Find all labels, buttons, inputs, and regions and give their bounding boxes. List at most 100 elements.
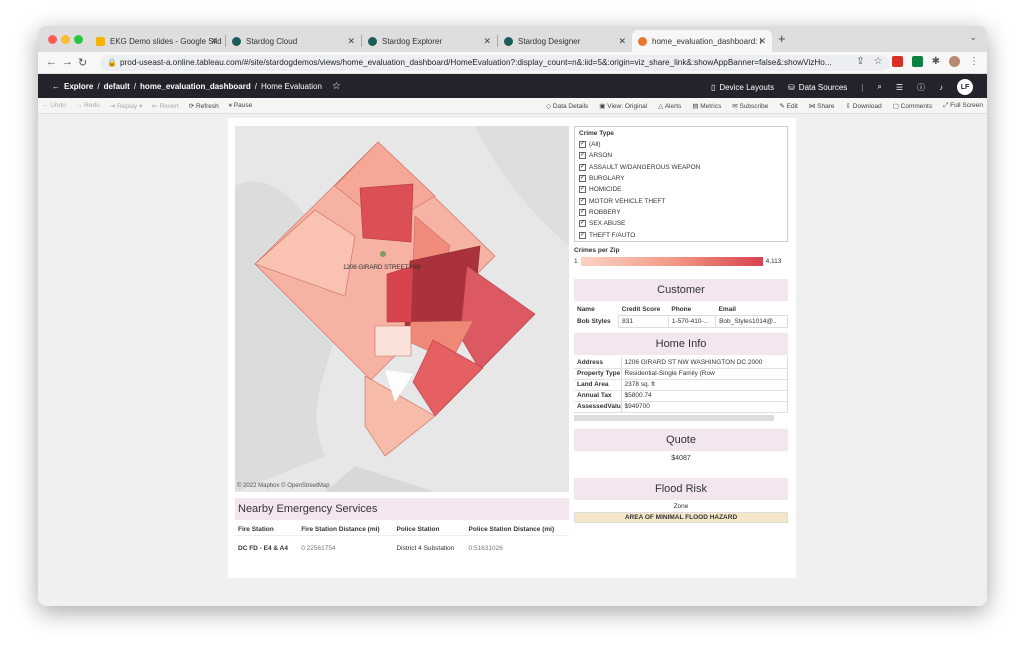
data-details-button[interactable]: ◇ Data Details	[546, 103, 589, 110]
replay-button[interactable]: ⇥ Replay ▾	[109, 103, 143, 110]
table-row: Property Type Residential-Single Family (…	[574, 368, 788, 380]
filter-option[interactable]: ✓ ASSAULT W/DANGEROUS WEAPON	[579, 163, 701, 171]
map-svg	[235, 126, 569, 492]
checkbox-icon[interactable]: ✓	[579, 186, 586, 194]
metrics-button[interactable]: ▤ Metrics	[692, 103, 722, 110]
maximize-window-button[interactable]	[74, 35, 83, 44]
filter-option[interactable]: ✓ HOMICIDE	[579, 186, 622, 194]
checkbox-icon[interactable]: ✓	[579, 175, 586, 183]
checkbox-icon[interactable]: ✓	[579, 220, 586, 228]
tab-stardog-explorer[interactable]: Stardog Explorer ✕	[362, 30, 497, 52]
table-row: DC FD - E4 & A4 0.22561754 District 4 Su…	[238, 545, 503, 552]
table-row: Address 1206 GIRARD ST NW WASHINGTON DC 2…	[574, 357, 788, 369]
extension-icon[interactable]	[891, 56, 903, 67]
nearby-services-panel: Nearby Emergency Services Fire Station F…	[235, 498, 569, 561]
right-panel: Crime Type ✓ (All) ✓ ARSON ✓ ASSAULT W/DANG…	[574, 126, 788, 523]
close-tab-icon[interactable]: ✕	[483, 35, 491, 46]
help-icon[interactable]: ⓘ	[917, 82, 925, 92]
filter-option[interactable]: ✓ THEFT F/AUTO	[579, 231, 636, 239]
breadcrumb-explore[interactable]: Explore	[64, 82, 94, 91]
revert-button[interactable]: ⇤ Revert	[152, 103, 179, 110]
bookmark-star-icon[interactable]: ☆	[873, 56, 883, 67]
view-original-button[interactable]: ▣ View: Original	[599, 103, 648, 110]
refresh-button[interactable]: ⟳ Refresh	[188, 103, 219, 110]
edit-button[interactable]: ✎ Edit	[779, 103, 798, 110]
notes-icon[interactable]: ☰	[895, 82, 903, 92]
alerts-button[interactable]: △ Alerts	[658, 103, 682, 110]
data-sources-button[interactable]: ⛁ Data Sources	[788, 82, 848, 92]
favorite-star-icon[interactable]: ☆	[331, 81, 341, 92]
breadcrumb: ← Explore / default / home_evaluation_dash…	[52, 81, 341, 92]
subscribe-button[interactable]: ✉ Subscribe	[732, 103, 769, 110]
crime-choropleth-map[interactable]: 1206 GIRARD STREET NW © 2022 Mapbox © Op…	[235, 126, 569, 492]
stardog-icon	[504, 36, 513, 46]
zip-region[interactable]	[254, 209, 356, 297]
user-avatar[interactable]: LF	[957, 79, 973, 95]
zip-region[interactable]	[359, 183, 414, 243]
tab-stardog-designer[interactable]: Stardog Designer ✕	[498, 30, 632, 52]
zip-region[interactable]	[459, 265, 536, 371]
checkbox-icon[interactable]: ✓	[579, 163, 586, 171]
slides-icon	[96, 36, 105, 46]
tab-stardog-cloud[interactable]: Stardog Cloud ✕	[226, 30, 361, 52]
zone-value: AREA OF MINIMAL FLOOD HAZARD	[574, 511, 788, 523]
close-tab-icon[interactable]: ✕	[210, 35, 218, 46]
device-layouts-button[interactable]: ▯ Device Layouts	[710, 82, 775, 92]
filter-option[interactable]: ✓ SEX ABUSE	[579, 220, 626, 228]
minimize-window-button[interactable]	[61, 35, 70, 44]
chevron-down-icon[interactable]: ⌄	[969, 32, 977, 42]
search-icon[interactable]: ⌕	[877, 82, 882, 91]
share-icon[interactable]: ⇪	[856, 56, 865, 67]
close-window-button[interactable]	[48, 35, 57, 44]
filter-option[interactable]: ✓ ROBBERY	[579, 208, 621, 216]
checkbox-icon[interactable]: ✓	[579, 231, 586, 239]
back-arrow-icon[interactable]: ←	[46, 56, 57, 68]
stardog-icon	[368, 36, 377, 46]
full-screen-button[interactable]: ⤢ Full Screen	[943, 102, 983, 109]
forward-arrow-icon[interactable]: →	[62, 56, 73, 68]
filter-option[interactable]: ✓ BURGLARY	[579, 175, 625, 183]
filter-option[interactable]: ✓ MOTOR VEHICLE THEFT	[579, 197, 666, 205]
reload-icon[interactable]: ↻	[78, 57, 88, 69]
profile-avatar[interactable]	[949, 56, 960, 67]
tab-ekg-demo-slides[interactable]: EKG Demo slides - Google Slid ✕	[90, 30, 224, 52]
new-tab-button[interactable]: +	[778, 31, 786, 46]
flood-risk-header: Flood Risk	[574, 477, 788, 500]
table-row: Bob Styles 831 1-570-410-.. Bob_Styles10…	[574, 315, 788, 328]
pause-button[interactable]: ⏸ Pause	[228, 102, 253, 109]
close-tab-icon[interactable]: ✕	[758, 35, 766, 46]
zip-region[interactable]	[374, 325, 412, 357]
back-arrow-icon[interactable]: ←	[52, 82, 60, 91]
tableau-header: ← Explore / default / home_evaluation_dash…	[38, 74, 987, 98]
dashboard: 1206 GIRARD STREET NW © 2022 Mapbox © Op…	[228, 118, 796, 578]
checkbox-icon[interactable]: ✓	[579, 208, 586, 216]
download-button[interactable]: ⇩ Download	[845, 103, 882, 110]
tab-home-evaluation-dashboard[interactable]: home_evaluation_dashboard: I ✕	[632, 30, 772, 52]
checkbox-icon[interactable]: ✓	[579, 152, 586, 160]
close-tab-icon[interactable]: ✕	[618, 35, 626, 46]
map-attribution: © 2022 Mapbox © OpenStreetMap	[237, 483, 330, 489]
address-row: ← → ↻ 🔒 prod-useast-a.online.tableau.com…	[38, 52, 987, 74]
zip-region[interactable]	[364, 375, 436, 457]
extension-icon[interactable]	[911, 56, 923, 67]
home-location-marker[interactable]	[380, 251, 386, 257]
checkbox-icon[interactable]: ✓	[579, 141, 586, 149]
menu-dots-icon[interactable]: ⋮	[969, 56, 979, 67]
horizontal-scrollbar[interactable]	[574, 414, 774, 421]
breadcrumb-workbook[interactable]: home_evaluation_dashboard	[140, 82, 251, 91]
share-button[interactable]: ⋈ Share	[808, 103, 835, 110]
address-bar[interactable]: 🔒 prod-useast-a.online.tableau.com/#/sit…	[100, 55, 890, 71]
close-tab-icon[interactable]: ✕	[347, 35, 355, 46]
undo-button[interactable]: ← Undo	[42, 102, 66, 109]
redo-button[interactable]: → Redo	[75, 102, 100, 109]
bell-icon[interactable]: ♪	[939, 82, 943, 92]
checkbox-icon[interactable]: ✓	[579, 197, 586, 205]
zip-region[interactable]	[386, 265, 414, 323]
filter-option[interactable]: ✓ (All)	[579, 141, 601, 149]
puzzle-icon[interactable]: ✱	[931, 56, 940, 67]
legend-gradient	[580, 257, 763, 266]
breadcrumb-default[interactable]: default	[103, 82, 130, 91]
table-row: Annual Tax $5800.74	[574, 390, 788, 402]
comments-button[interactable]: ▢ Comments	[892, 103, 933, 110]
filter-option[interactable]: ✓ ARSON	[579, 152, 613, 160]
